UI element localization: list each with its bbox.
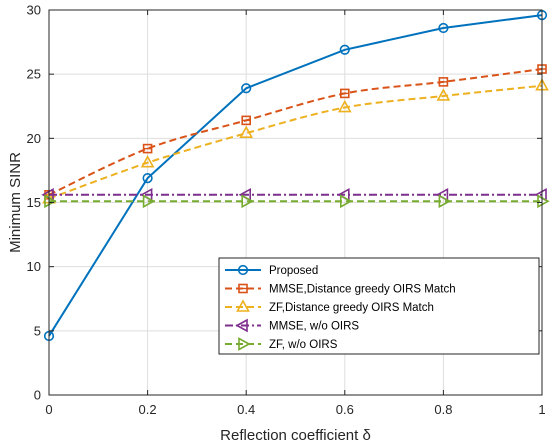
y-tick-label: 30 xyxy=(27,3,41,18)
legend-label: ZF,Distance greedy OIRS Match xyxy=(269,302,434,314)
series-line xyxy=(48,84,543,200)
x-tick-label: 0.4 xyxy=(237,402,255,417)
y-tick-label: 20 xyxy=(27,131,41,146)
legend-entry: ZF, w/o OIRS xyxy=(225,337,338,351)
data-point xyxy=(140,155,155,168)
y-tick-label: 15 xyxy=(27,195,41,210)
x-tick-label: 0 xyxy=(45,402,52,417)
legend-marker xyxy=(235,318,248,333)
legend-label: MMSE,Distance greedy OIRS Match xyxy=(269,284,456,296)
data-point xyxy=(339,194,353,209)
series-line xyxy=(48,68,543,196)
legend-entry: ZF,Distance greedy OIRS Match xyxy=(225,299,434,314)
data-point xyxy=(436,88,451,101)
data-point xyxy=(142,143,153,154)
data-point xyxy=(438,22,449,34)
data-point xyxy=(241,194,254,209)
data-point xyxy=(339,44,350,55)
legend-entry: MMSE, w/o OIRS xyxy=(225,318,359,333)
y-axis-label: Minimum SINR xyxy=(7,152,24,253)
legend-label: MMSE, w/o OIRS xyxy=(269,321,359,333)
data-point xyxy=(142,194,156,209)
legend: Proposed MMSE,Distance greedy OIRS Match Z… xyxy=(218,257,540,355)
x-tick-label: 0.8 xyxy=(434,402,452,417)
x-tick-label: 0.6 xyxy=(336,402,354,417)
legend-marker xyxy=(236,299,250,312)
legend-entry: MMSE,Distance greedy OIRS Match xyxy=(225,284,456,296)
data-point xyxy=(241,83,252,94)
y-tick-label: 25 xyxy=(27,67,41,82)
data-point xyxy=(438,194,452,209)
y-tick-label: 10 xyxy=(27,259,41,274)
data-point xyxy=(44,194,57,209)
series-5 xyxy=(44,194,550,209)
data-point xyxy=(537,194,550,209)
data-point xyxy=(337,99,352,113)
data-point xyxy=(142,173,153,184)
legend-box xyxy=(218,257,540,355)
y-tick-label: 0 xyxy=(34,388,41,403)
x-tick-label: 0.2 xyxy=(139,402,157,417)
legend-marker xyxy=(238,283,248,294)
legend-marker xyxy=(238,337,251,351)
data-point xyxy=(438,77,449,87)
x-axis-label: Reflection coefficient δ xyxy=(220,427,371,444)
data-point xyxy=(239,125,254,138)
series-line xyxy=(48,14,543,337)
x-tick-label: 1 xyxy=(538,402,545,417)
y-tick-label: 5 xyxy=(34,323,41,338)
legend-label: ZF, w/o OIRS xyxy=(269,339,338,351)
legend-label: Proposed xyxy=(269,265,318,277)
data-point xyxy=(339,88,350,99)
data-point xyxy=(241,115,251,126)
legend-entry: Proposed xyxy=(225,264,318,277)
series-2 xyxy=(44,64,547,200)
legend-marker xyxy=(237,264,249,276)
